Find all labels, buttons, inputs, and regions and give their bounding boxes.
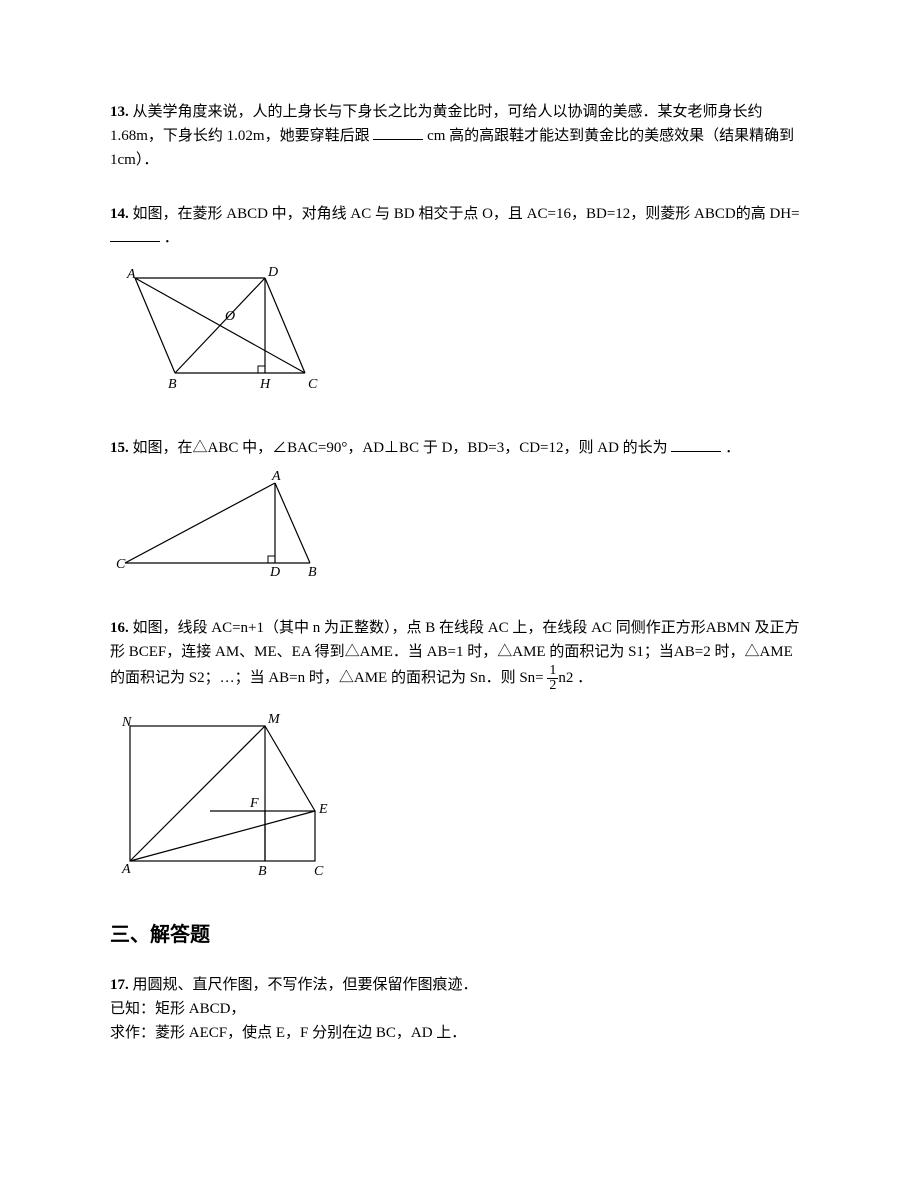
problem-line: 求作：菱形 AECF，使点 E，F 分别在边 BC，AD 上． [110, 1021, 810, 1045]
problem-text: 如图，在△ABC 中，∠BAC=90°，AD⊥BC 于 D，BD=3，CD=12… [133, 440, 668, 456]
problem-number: 16. [110, 620, 129, 636]
problem-text: 如图，在菱形 ABCD 中，对角线 AC 与 BD 相交于点 O，且 AC=16… [133, 206, 800, 222]
svg-text:A: A [126, 267, 136, 282]
problem-line: 已知：矩形 ABCD， [110, 997, 810, 1021]
fraction: 1 2 [547, 664, 558, 693]
svg-text:B: B [168, 377, 177, 392]
svg-text:F: F [249, 796, 259, 811]
problem-17: 17. 用圆规、直尺作图，不写作法，但要保留作图痕迹． 已知：矩形 ABCD， … [110, 973, 810, 1045]
squares-svg: N M A B C E F [110, 701, 340, 881]
problem-text: ． [725, 440, 740, 456]
problem-text: ． [164, 230, 179, 246]
svg-text:B: B [308, 565, 317, 578]
figure-rhombus: A D B C O H [110, 258, 810, 406]
problem-14: 14. 如图，在菱形 ABCD 中，对角线 AC 与 BD 相交于点 O，且 A… [110, 202, 810, 406]
problem-16: 16. 如图，线段 AC=n+1（其中 n 为正整数），点 B 在线段 AC 上… [110, 616, 810, 889]
rhombus-svg: A D B C O H [110, 258, 330, 398]
page: 13. 从美学角度来说，人的上身长与下身长之比为黄金比时，可给人以协调的美感．某… [0, 0, 920, 1191]
svg-text:N: N [121, 715, 132, 730]
svg-text:A: A [271, 469, 281, 484]
svg-text:C: C [116, 557, 126, 572]
svg-text:E: E [318, 802, 328, 817]
blank-field [110, 226, 160, 242]
svg-text:B: B [258, 864, 267, 879]
triangle-svg: A C D B [110, 468, 330, 578]
svg-text:C: C [314, 864, 324, 879]
svg-text:O: O [225, 309, 235, 324]
problem-number: 17. [110, 977, 129, 993]
svg-text:D: D [267, 265, 278, 280]
svg-text:C: C [308, 377, 318, 392]
fraction-numerator: 1 [547, 664, 558, 679]
section-heading: 三、解答题 [110, 919, 810, 951]
svg-text:D: D [269, 565, 280, 578]
problem-15: 15. 如图，在△ABC 中，∠BAC=90°，AD⊥BC 于 D，BD=3，C… [110, 436, 810, 586]
problem-13: 13. 从美学角度来说，人的上身长与下身长之比为黄金比时，可给人以协调的美感．某… [110, 100, 810, 172]
problem-number: 15. [110, 440, 129, 456]
problem-text: 如图，线段 AC=n+1（其中 n 为正整数），点 B 在线段 AC 上，在线段… [110, 620, 799, 686]
problem-text: 用圆规、直尺作图，不写作法，但要保留作图痕迹． [133, 977, 478, 993]
fraction-denominator: 2 [547, 679, 558, 693]
problem-number: 13. [110, 104, 129, 120]
problem-line: 17. 用圆规、直尺作图，不写作法，但要保留作图痕迹． [110, 973, 810, 997]
figure-squares: N M A B C E F [110, 701, 810, 889]
svg-text:A: A [121, 862, 131, 877]
svg-text:H: H [259, 377, 271, 392]
problem-text: n2 ． [558, 670, 592, 686]
svg-text:M: M [267, 712, 281, 727]
blank-field [373, 124, 423, 140]
problem-number: 14. [110, 206, 129, 222]
figure-triangle: A C D B [110, 468, 810, 586]
blank-field [671, 436, 721, 452]
